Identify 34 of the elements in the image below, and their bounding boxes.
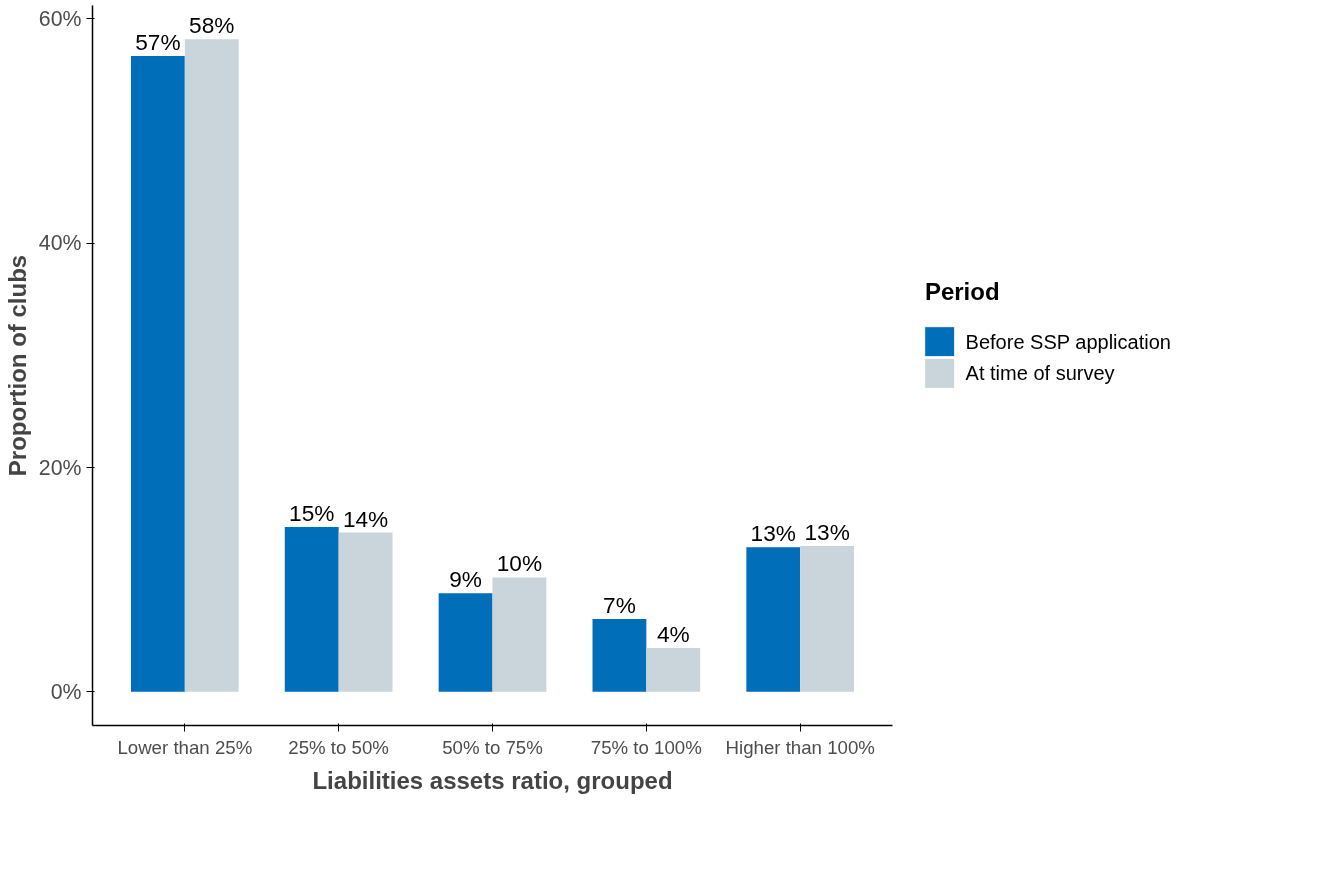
y-tick-label: 0% bbox=[50, 679, 82, 704]
bar bbox=[184, 39, 239, 692]
x-tick-label: 50% to 75% bbox=[442, 736, 543, 758]
x-axis-title: Liabilities assets ratio, grouped bbox=[312, 766, 673, 794]
data-label: 10% bbox=[496, 550, 543, 577]
bar bbox=[492, 577, 547, 692]
x-tick-label: 25% to 50% bbox=[288, 736, 389, 758]
y-tick-label: 40% bbox=[38, 231, 82, 256]
data-label: 4% bbox=[656, 621, 690, 648]
data-label: 15% bbox=[289, 500, 335, 526]
bar bbox=[338, 532, 393, 692]
x-tick-label: Lower than 25% bbox=[117, 736, 253, 758]
bar bbox=[438, 593, 493, 692]
x-tick-label: Higher than 100% bbox=[725, 736, 875, 758]
bar bbox=[130, 55, 185, 692]
bar bbox=[592, 618, 647, 692]
legend-label: Before SSP application bbox=[965, 330, 1171, 353]
x-tick-label: 75% to 100% bbox=[590, 736, 702, 758]
data-label: 9% bbox=[449, 566, 482, 593]
data-label: 13% bbox=[804, 519, 850, 546]
legend-label: At time of survey bbox=[965, 362, 1115, 385]
legend-title: Period bbox=[924, 277, 1000, 305]
y-axis-title: Proportion of clubs bbox=[3, 254, 31, 477]
data-label: 58% bbox=[189, 12, 235, 39]
bar bbox=[646, 648, 701, 692]
data-label: 13% bbox=[750, 520, 796, 547]
y-tick-label: 20% bbox=[38, 455, 82, 480]
data-label: 57% bbox=[135, 28, 181, 55]
bar bbox=[746, 547, 801, 692]
bar bbox=[284, 527, 339, 692]
data-label: 7% bbox=[603, 591, 636, 618]
bar bbox=[800, 546, 855, 692]
data-label: 14% bbox=[342, 505, 389, 532]
y-tick-label: 60% bbox=[38, 6, 82, 31]
